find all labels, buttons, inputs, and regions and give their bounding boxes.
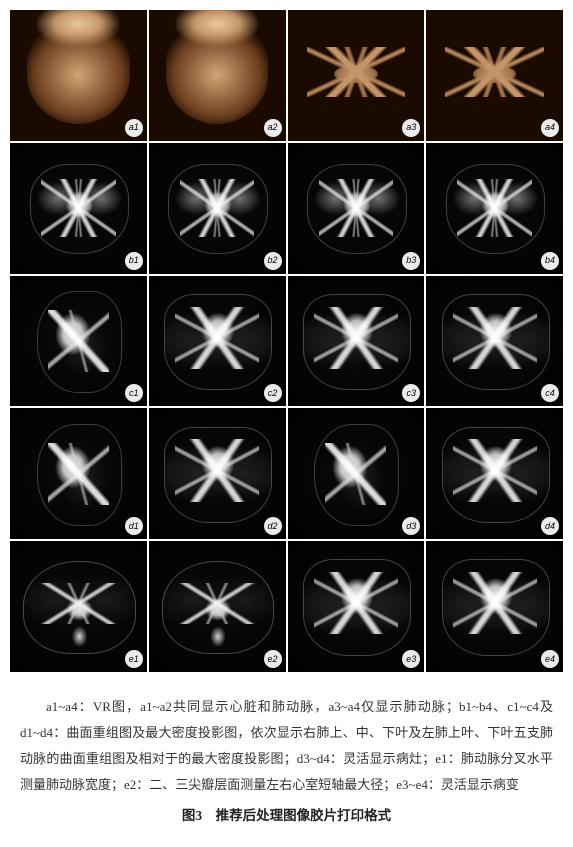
panel-tag: b4 <box>541 252 559 270</box>
panel-tag: d3 <box>402 517 420 535</box>
ct-coronal-view <box>296 553 416 660</box>
panel-d3: d3 <box>288 408 425 539</box>
panel-tag: a4 <box>541 119 559 137</box>
figure-caption-block: a1~a4：VR图，a1~a2共同显示心脏和肺动脉，a3~a4仅显示肺动脉；b1… <box>0 672 573 847</box>
panel-tag: a1 <box>125 119 143 137</box>
vr-heart-render <box>27 26 130 124</box>
ct-mip-lung <box>437 156 553 261</box>
figure-container: a1 a2 a3 a4 b1 b2 b3 b4 c1 c2 c3 c4 d1 d2 d3 d4 e1 e2 e3 e4 <box>0 0 573 672</box>
panel-a2: a2 <box>149 10 286 141</box>
panel-tag: c4 <box>541 384 559 402</box>
vr-heart-render <box>166 26 269 124</box>
panel-c3: c3 <box>288 276 425 407</box>
panel-d4: d4 <box>426 408 563 539</box>
panel-tag: e3 <box>402 650 420 668</box>
figure-title-text: 推荐后处理图像胶片打印格式 <box>216 808 392 823</box>
medical-image-grid: a1 a2 a3 a4 b1 b2 b3 b4 c1 c2 c3 c4 d1 d2 d3 d4 e1 e2 e3 e4 <box>10 10 563 672</box>
panel-e4: e4 <box>426 541 563 672</box>
figure-title: 图3 推荐后处理图像胶片打印格式 <box>20 802 553 829</box>
panel-tag: b3 <box>402 252 420 270</box>
panel-a4: a4 <box>426 10 563 141</box>
panel-c2: c2 <box>149 276 286 407</box>
panel-e2: e2 <box>149 541 286 672</box>
panel-tag: d2 <box>264 517 282 535</box>
panel-tag: b1 <box>125 252 143 270</box>
ct-coronal-view <box>296 287 416 394</box>
ct-mip-lung <box>20 156 136 261</box>
ct-mip-lung <box>159 156 275 261</box>
ct-coronal-view <box>434 420 554 527</box>
panel-tag: d1 <box>125 517 143 535</box>
ct-sagittal-view <box>24 285 133 396</box>
panel-tag: e1 <box>125 650 143 668</box>
panel-tag: e4 <box>541 650 559 668</box>
ct-mip-lung <box>298 156 414 261</box>
panel-d2: d2 <box>149 408 286 539</box>
ct-axial-view <box>18 558 138 656</box>
panel-a1: a1 <box>10 10 147 141</box>
figure-label: 图3 <box>182 808 202 823</box>
panel-b3: b3 <box>288 143 425 274</box>
panel-d1: d1 <box>10 408 147 539</box>
panel-e1: e1 <box>10 541 147 672</box>
ct-coronal-view <box>434 553 554 660</box>
panel-b4: b4 <box>426 143 563 274</box>
vr-pulmonary-artery-render <box>440 39 549 111</box>
figure-caption-text: a1~a4：VR图，a1~a2共同显示心脏和肺动脉，a3~a4仅显示肺动脉；b1… <box>20 694 553 798</box>
ct-axial-view <box>157 558 277 656</box>
panel-b1: b1 <box>10 143 147 274</box>
ct-sagittal-view <box>301 418 410 529</box>
panel-tag: d4 <box>541 517 559 535</box>
panel-tag: c3 <box>402 384 420 402</box>
ct-sagittal-view <box>24 418 133 529</box>
panel-tag: a2 <box>264 119 282 137</box>
panel-tag: e2 <box>264 650 282 668</box>
panel-tag: c2 <box>264 384 282 402</box>
ct-coronal-view <box>434 287 554 394</box>
panel-tag: c1 <box>125 384 143 402</box>
panel-b2: b2 <box>149 143 286 274</box>
panel-c1: c1 <box>10 276 147 407</box>
panel-a3: a3 <box>288 10 425 141</box>
panel-c4: c4 <box>426 276 563 407</box>
panel-e3: e3 <box>288 541 425 672</box>
panel-tag: b2 <box>264 252 282 270</box>
ct-coronal-view <box>157 420 277 527</box>
panel-tag: a3 <box>402 119 420 137</box>
vr-pulmonary-artery-render <box>301 39 410 111</box>
ct-coronal-view <box>157 287 277 394</box>
